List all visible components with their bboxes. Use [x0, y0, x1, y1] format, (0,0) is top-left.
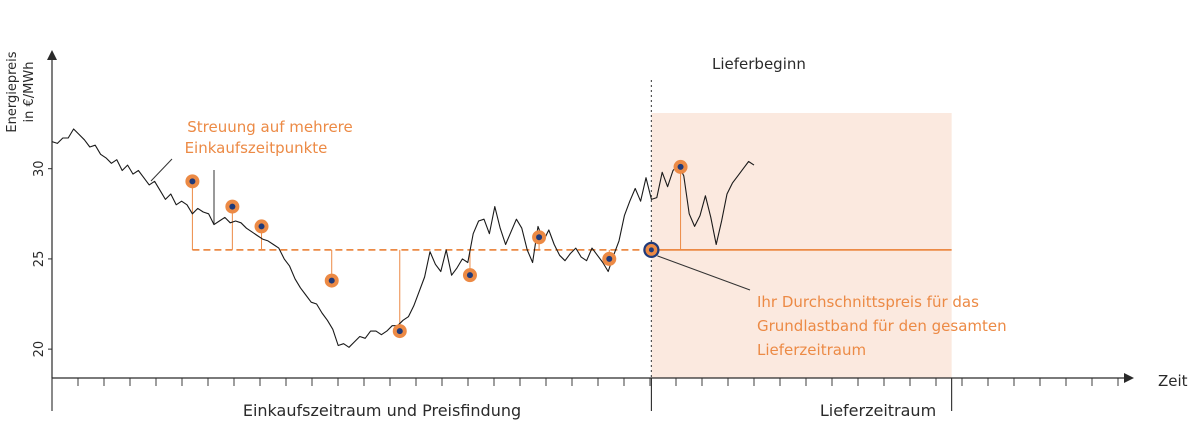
x-axis-arrow [1124, 373, 1134, 383]
series-layer [51, 128, 755, 348]
purchase-point [462, 268, 477, 283]
spread-annotation-line1: Streuung auf mehrere [187, 118, 353, 136]
average-price-point [643, 241, 660, 258]
delivery-band-layer [651, 113, 952, 378]
delivery-start-label: Lieferbeginn [712, 55, 806, 73]
y-axis-arrow [47, 50, 57, 60]
ticks-layer: 20 25 30 [32, 160, 1119, 411]
delivery-period-band [651, 113, 952, 378]
purchase-point [225, 199, 240, 214]
purchase-point [673, 159, 688, 174]
average-annotation-line2: Grundlastband für den gesamten [757, 317, 1007, 335]
reference-lines-layer [150, 80, 952, 378]
y-tick-label: 30 [32, 160, 47, 177]
average-annotation-line3: Lieferzeitraum [757, 341, 866, 359]
purchase-point [254, 219, 269, 234]
purchase-point [185, 174, 200, 189]
purchase-point [602, 251, 617, 266]
y-tick-label: 25 [32, 251, 47, 268]
y-tick-label: 20 [32, 341, 47, 358]
purchase-point [392, 324, 407, 339]
purchase-point [532, 230, 547, 245]
spread-leader-line-1 [150, 158, 173, 182]
purchase-point [324, 273, 339, 288]
purchase-period-label: Einkaufszeitraum und Preisfindung [243, 401, 521, 420]
spread-annotation-line2: Einkaufszeitpunkte [185, 139, 328, 157]
average-leader-line [657, 255, 751, 291]
delivery-period-label: Lieferzeitraum [820, 401, 936, 420]
y-axis-title-line2: in €/MWh [22, 62, 37, 123]
x-axis-title: Zeit [1158, 372, 1188, 390]
y-axis-title-line1: Energiepreis [5, 51, 20, 132]
points-layer [185, 159, 688, 339]
price-series-line [51, 128, 755, 348]
axes-layer [47, 50, 1134, 383]
average-annotation-line1: Ihr Durchschnittspreis für das [757, 293, 979, 311]
